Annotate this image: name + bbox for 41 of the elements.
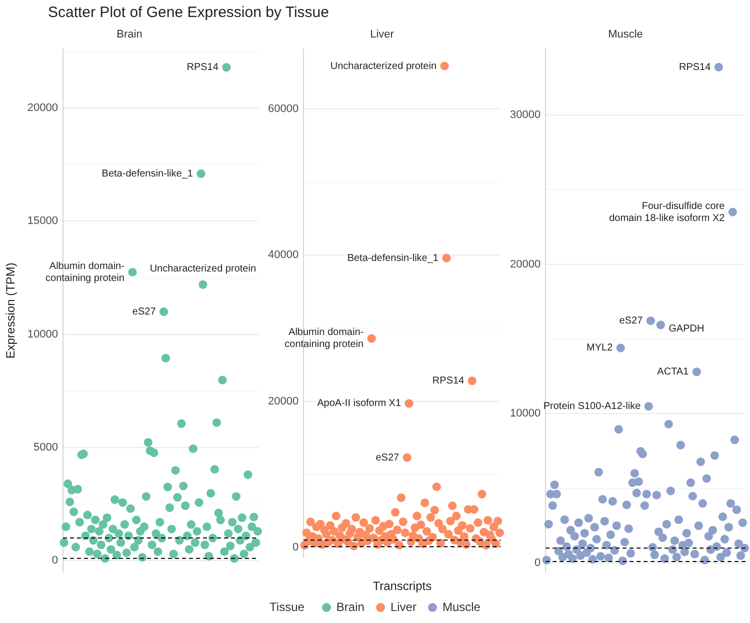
annotation: Four-disulfide core domain 18-like isoform X2 xyxy=(609,200,726,224)
annotation: RPS14 xyxy=(678,62,712,73)
annotation: eS27 xyxy=(132,306,156,318)
annotation: ApoA-II isoform X1 xyxy=(317,398,402,410)
legend-label: Liver xyxy=(389,600,416,614)
y-tick-label: 0 xyxy=(534,557,541,570)
annotation: Albumin domain-containing protein xyxy=(284,327,364,350)
chart-subtitle: Liver xyxy=(370,28,394,41)
annotation: MYL2 xyxy=(586,342,614,354)
y-tick-label: 60000 xyxy=(268,103,299,116)
annotation: ACTA1 xyxy=(657,366,690,378)
y-tick-label: 20000 xyxy=(510,258,541,270)
y-tick-label: 0 xyxy=(292,541,299,554)
y-axis-title: Expression (TPM) xyxy=(4,262,18,359)
annotation: eS27 xyxy=(376,452,400,464)
chart-subtitle: Muscle xyxy=(608,28,643,41)
annotation: eS27 xyxy=(619,316,644,327)
y-tick-label: 5000 xyxy=(34,442,58,454)
annotation: Uncharacterized protein xyxy=(330,60,437,72)
chart-title: Scatter Plot of Gene Expression by Tissue xyxy=(48,4,329,21)
y-tick-label: 15000 xyxy=(27,215,58,228)
annotation: GAPDH xyxy=(668,324,704,335)
y-tick-label: 20000 xyxy=(268,395,299,408)
y-tick-label: 0 xyxy=(52,554,58,567)
legend-label: Muscle xyxy=(441,600,480,614)
chart-subtitle: Brain xyxy=(116,28,142,41)
y-tick-label: 30000 xyxy=(510,108,541,121)
y-tick-label: 10000 xyxy=(510,408,541,420)
annotation: Beta-defensin-like_1 xyxy=(347,252,439,264)
annotation: RPS14 xyxy=(186,62,219,74)
y-tick-label: 40000 xyxy=(268,249,299,262)
legend-title: Tissue xyxy=(270,600,304,614)
annotation: Uncharacterized protein xyxy=(150,263,256,274)
annotation: RPS14 xyxy=(432,376,465,387)
y-tick-label: 20000 xyxy=(27,102,58,114)
y-tick-label: 10000 xyxy=(27,328,58,340)
annotation: Albumin domain-containing protein xyxy=(46,260,124,284)
legend-label: Brain xyxy=(335,600,364,614)
annotation: Protein S100-A12-like xyxy=(543,401,642,412)
x-axis-title: Transcripts xyxy=(372,579,432,594)
annotation: Beta-defensin-like_1 xyxy=(102,168,194,180)
